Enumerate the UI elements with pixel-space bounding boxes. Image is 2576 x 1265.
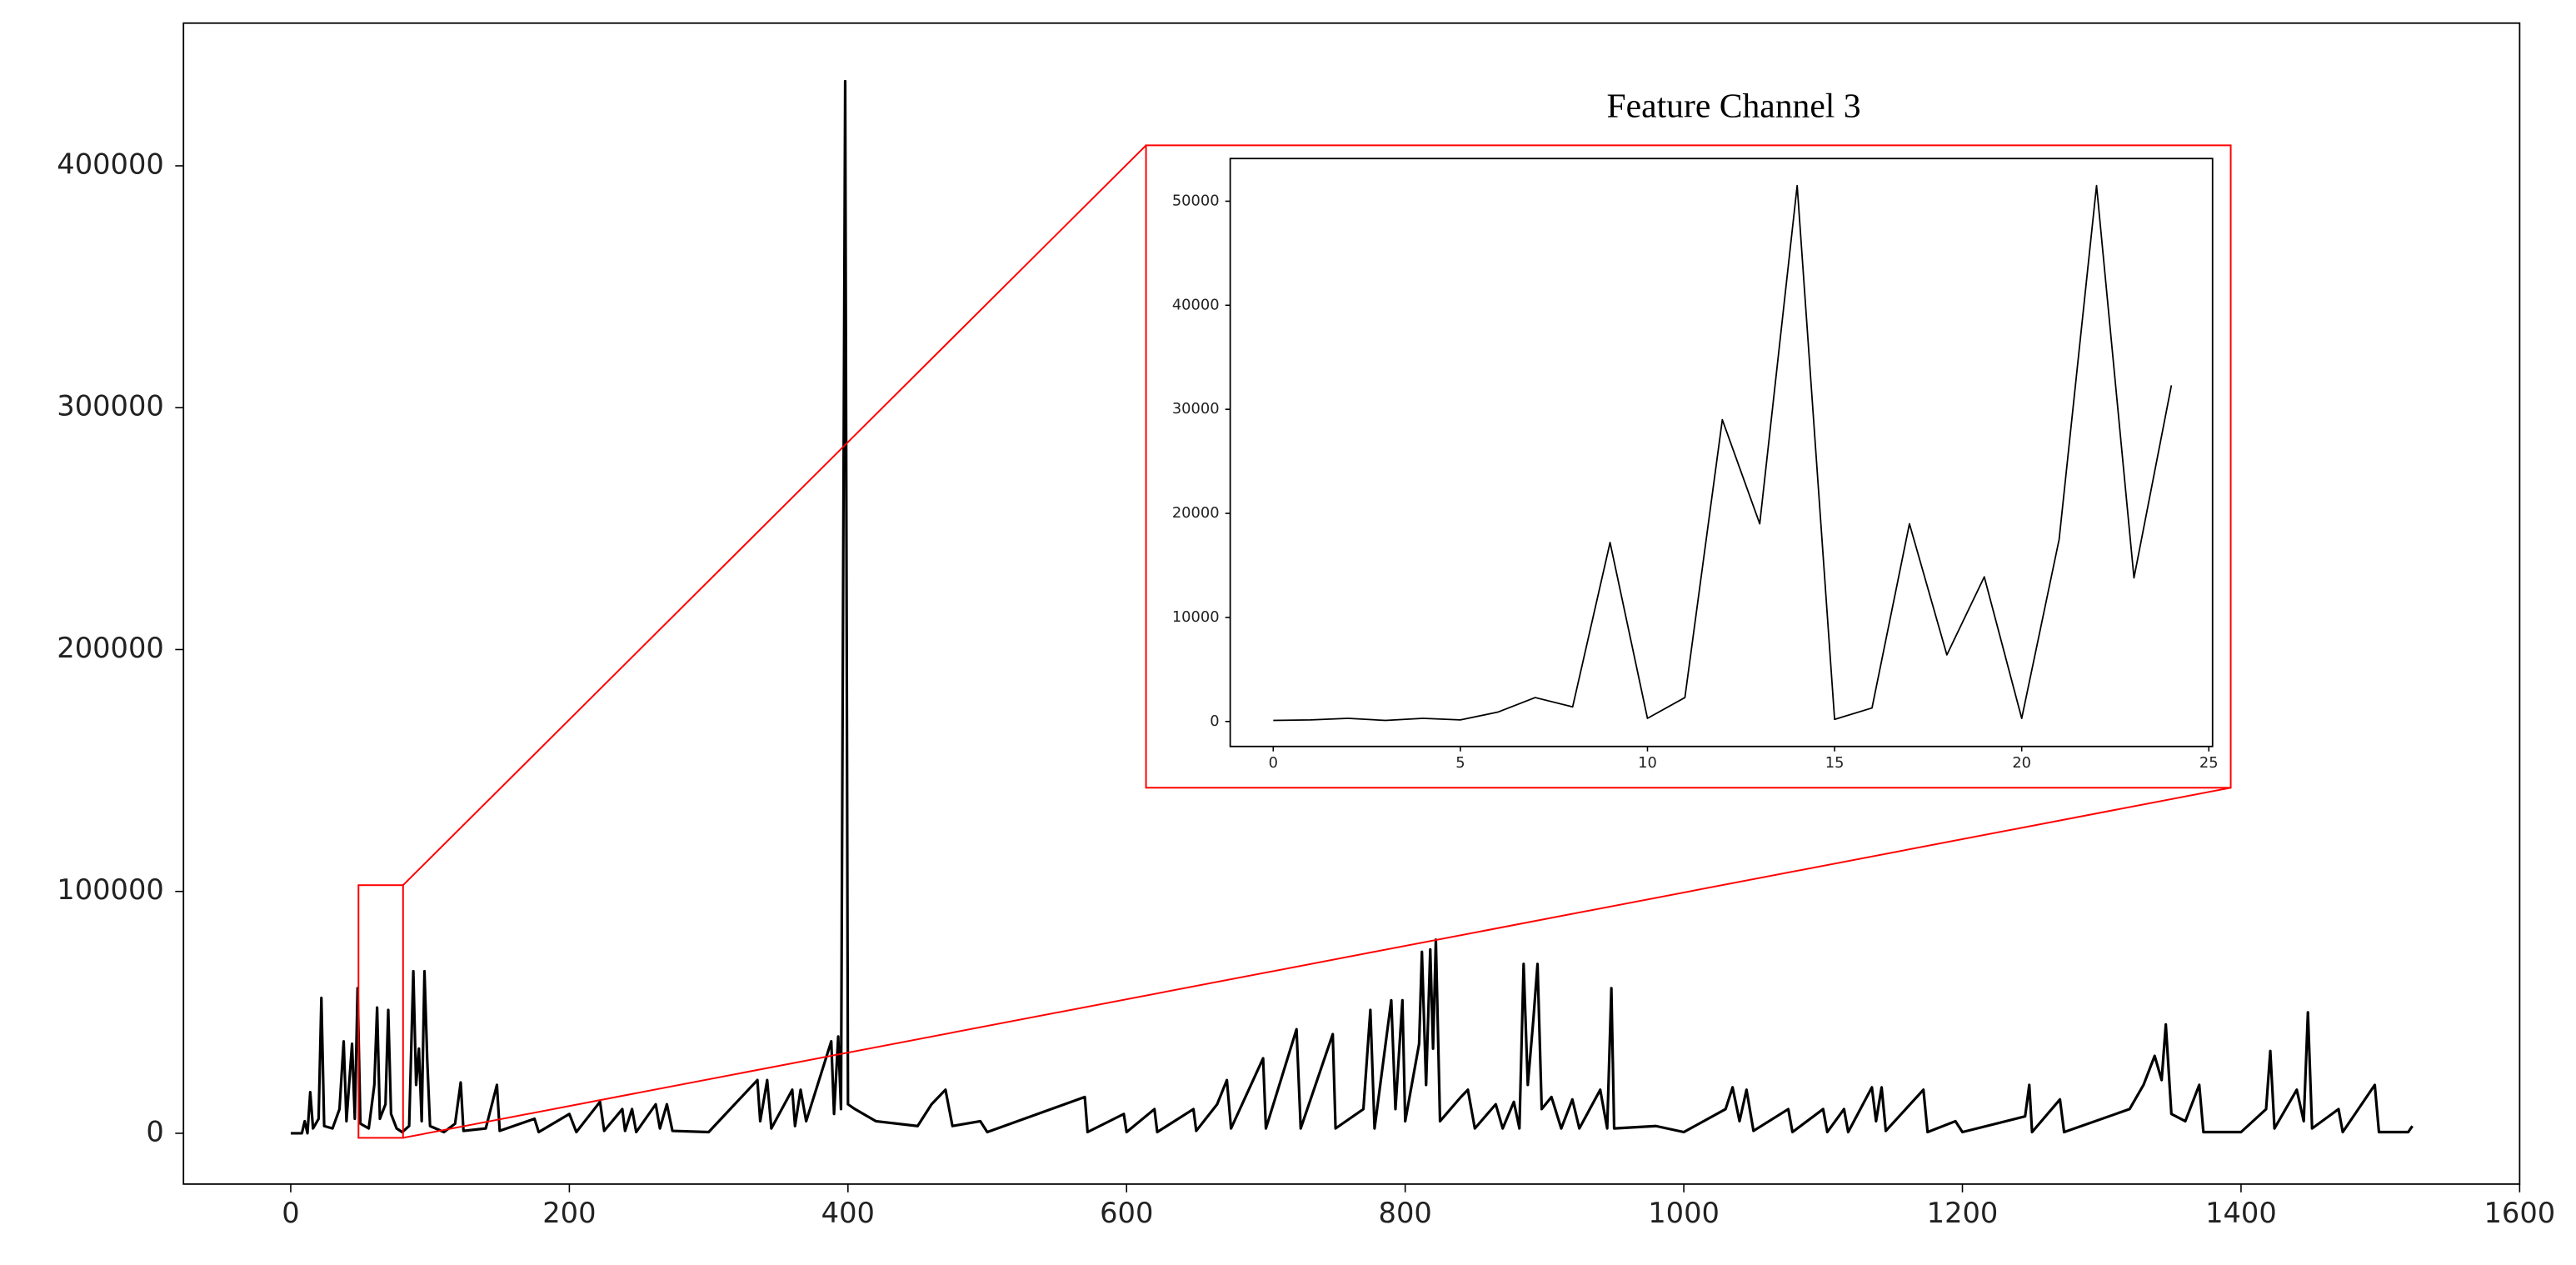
y-tick-label: 50000	[1172, 192, 1220, 209]
inset-plot: Feature Channel 3 0 5 10 15 20 25 0 10000 20000 3…	[1172, 87, 2219, 772]
axes-frame	[182, 22, 2521, 1185]
x-tick-label: 10	[1638, 754, 1657, 772]
y-tick-label: 30000	[1172, 400, 1220, 418]
y-tick-label: 0	[1210, 712, 1219, 730]
inset-frame	[1145, 144, 2232, 789]
zoom-connector	[402, 144, 1147, 886]
x-tick-label: 200	[542, 1197, 596, 1229]
y-tick-label: 300000	[57, 390, 164, 422]
data-line	[1273, 184, 2173, 722]
y-tick-label: 10000	[1172, 608, 1220, 626]
y-tick-label: 0	[146, 1115, 163, 1148]
y-tick-label: 200000	[57, 632, 164, 664]
x-tick-label: 400	[821, 1197, 875, 1229]
x-tick-label: 25	[2199, 754, 2219, 772]
x-tick-label: 5	[1455, 754, 1465, 772]
x-tick-label: 600	[1100, 1197, 1153, 1229]
x-tick-label: 1200	[1927, 1197, 1999, 1229]
data-line	[290, 79, 2414, 1135]
y-tick-label: 40000	[1172, 296, 1220, 313]
x-tick-label: 0	[1269, 754, 1278, 772]
zoom-box	[357, 884, 404, 1139]
x-tick-label: 1600	[2484, 1197, 2556, 1229]
y-tick-label: 100000	[57, 873, 164, 906]
y-tick-label: 20000	[1172, 504, 1220, 522]
x-tick-label: 15	[1825, 754, 1845, 772]
x-tick-label: 20	[2012, 754, 2031, 772]
x-tick-label: 800	[1379, 1197, 1432, 1229]
x-tick-label: 1400	[2205, 1197, 2277, 1229]
x-tick-label: 1000	[1648, 1197, 1720, 1229]
inset-title: Feature Channel 3	[1607, 87, 1861, 125]
zoom-connector	[402, 787, 2231, 1139]
x-tick-label: 0	[282, 1197, 299, 1229]
y-tick-label: 400000	[57, 148, 164, 180]
main-plot: 0 200 400 600 800 1000 1200 1400 160001000002000…	[57, 22, 2556, 1229]
axes-frame	[1229, 158, 2214, 748]
zoom-indicator	[357, 144, 2232, 1139]
